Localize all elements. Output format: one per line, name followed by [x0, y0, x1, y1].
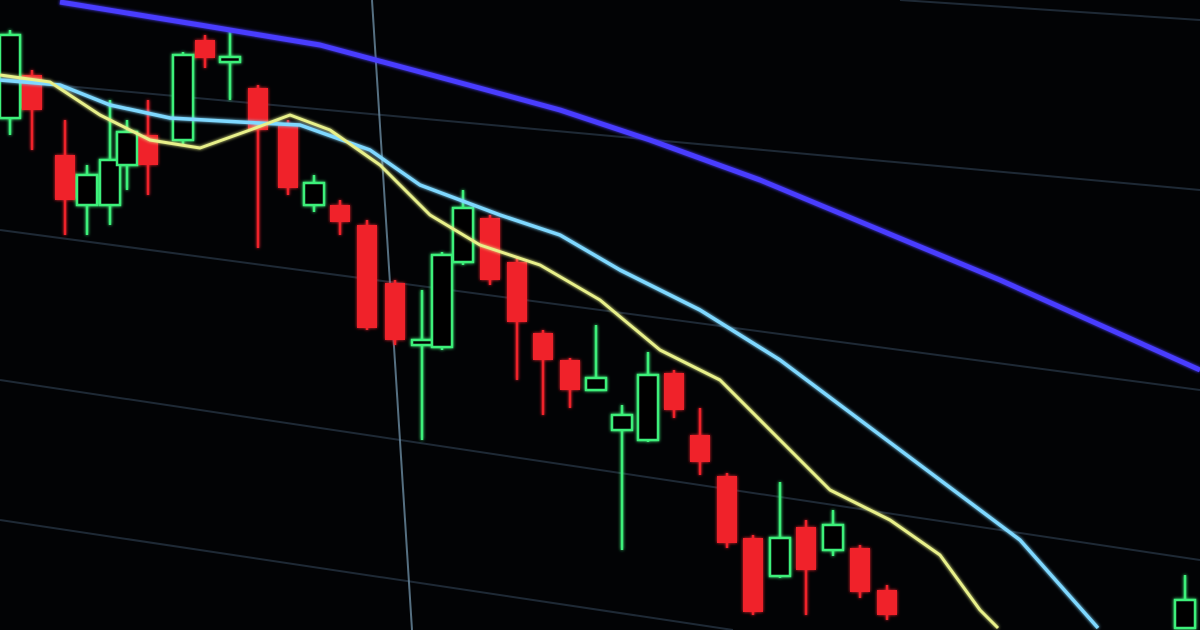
- bearish-candle: [138, 100, 158, 195]
- candle-body: [717, 476, 737, 543]
- candle-body: [690, 435, 710, 462]
- bearish-candle: [664, 370, 684, 418]
- candle-body: [821, 523, 845, 552]
- candle-body: [584, 376, 608, 392]
- bearish-candle: [55, 120, 75, 235]
- candle-body: [138, 135, 158, 165]
- bearish-candle: [330, 200, 350, 235]
- candle-body: [385, 283, 405, 340]
- candle-body: [330, 205, 350, 222]
- grid-line: [899, 0, 1200, 21]
- bullish-candle: [636, 352, 660, 442]
- candle-body: [278, 125, 298, 188]
- bullish-candle: [115, 120, 139, 190]
- candle-body: [75, 173, 99, 207]
- candle-body: [877, 590, 897, 615]
- candle-body: [248, 88, 268, 130]
- bullish-candle: [410, 290, 434, 440]
- bearish-candle: [195, 35, 215, 68]
- bearish-candle: [357, 220, 377, 330]
- grid-line: [0, 79, 1200, 191]
- candle-body: [636, 373, 660, 442]
- bullish-candle: [302, 175, 326, 212]
- bullish-candle: [75, 165, 99, 235]
- candle-body: [98, 158, 122, 207]
- bearish-candle: [717, 473, 737, 548]
- bearish-candle: [850, 545, 870, 598]
- candle-body: [560, 360, 580, 390]
- candles: [0, 30, 1197, 630]
- mid-moving-average-line: [0, 78, 1100, 630]
- candle-body: [796, 527, 816, 570]
- bearish-candle: [278, 120, 298, 195]
- candle-body: [55, 155, 75, 200]
- candle-body: [743, 538, 763, 612]
- bullish-candle: [1173, 575, 1197, 630]
- candle-body: [768, 536, 792, 578]
- candle-body: [302, 181, 326, 207]
- bearish-candle: [533, 330, 553, 415]
- bullish-candle: [218, 30, 242, 100]
- candle-body: [610, 413, 634, 432]
- candle-body: [430, 253, 454, 349]
- bearish-candle: [560, 358, 580, 408]
- grid-line: [0, 519, 734, 630]
- bearish-candle: [877, 585, 897, 620]
- candle-body: [410, 338, 434, 347]
- candle-body: [533, 333, 553, 360]
- short-moving-average-line: [0, 73, 1000, 630]
- candle-body: [357, 225, 377, 328]
- bearish-candle: [796, 520, 816, 615]
- grid-line: [0, 229, 1200, 391]
- bullish-candle: [768, 482, 792, 578]
- bearish-candle: [248, 85, 268, 248]
- bearish-candle: [743, 535, 763, 615]
- bearish-candle: [690, 408, 710, 475]
- bearish-candle: [385, 280, 405, 345]
- bullish-candle: [821, 510, 845, 556]
- candle-body: [195, 40, 215, 58]
- bullish-candle: [430, 252, 454, 350]
- candle-body: [1173, 598, 1197, 630]
- candle-body: [507, 262, 527, 322]
- bullish-candle: [610, 405, 634, 550]
- bullish-candle: [171, 52, 195, 145]
- candle-body: [664, 373, 684, 410]
- candle-body: [115, 130, 139, 167]
- long-moving-average-line: [59, 0, 1200, 373]
- bearish-candle: [507, 258, 527, 380]
- candle-body: [171, 53, 195, 142]
- candle-body: [218, 55, 242, 64]
- candle-body: [850, 548, 870, 592]
- grid-line: [0, 379, 1200, 561]
- bullish-candle: [584, 325, 608, 392]
